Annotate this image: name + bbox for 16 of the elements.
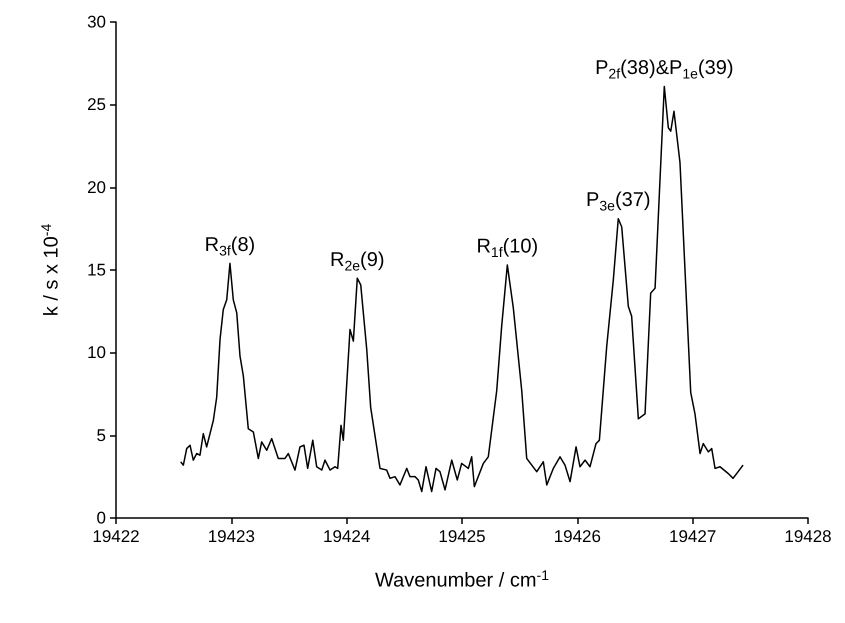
- x-tick-label: 19423: [208, 527, 255, 546]
- y-tick-label: 25: [87, 95, 106, 114]
- y-tick-label: 30: [87, 12, 106, 32]
- x-tick-label: 19422: [92, 527, 140, 546]
- y-tick-label: 20: [87, 178, 106, 197]
- y-tick-label: 15: [87, 260, 106, 280]
- y-tick-label: 5: [96, 426, 106, 445]
- x-tick-label: 19427: [669, 527, 716, 546]
- x-tick-label: 19426: [554, 527, 601, 546]
- line-series: [180, 86, 744, 492]
- x-tick-label: 19424: [323, 527, 370, 546]
- y-tick-label: 10: [87, 343, 106, 362]
- x-tick-label: 19428: [784, 527, 832, 546]
- x-tick-label: 19425: [438, 527, 486, 546]
- y-tick-label: 0: [96, 508, 106, 528]
- y-axis-title: k / s x 10-4: [38, 224, 62, 316]
